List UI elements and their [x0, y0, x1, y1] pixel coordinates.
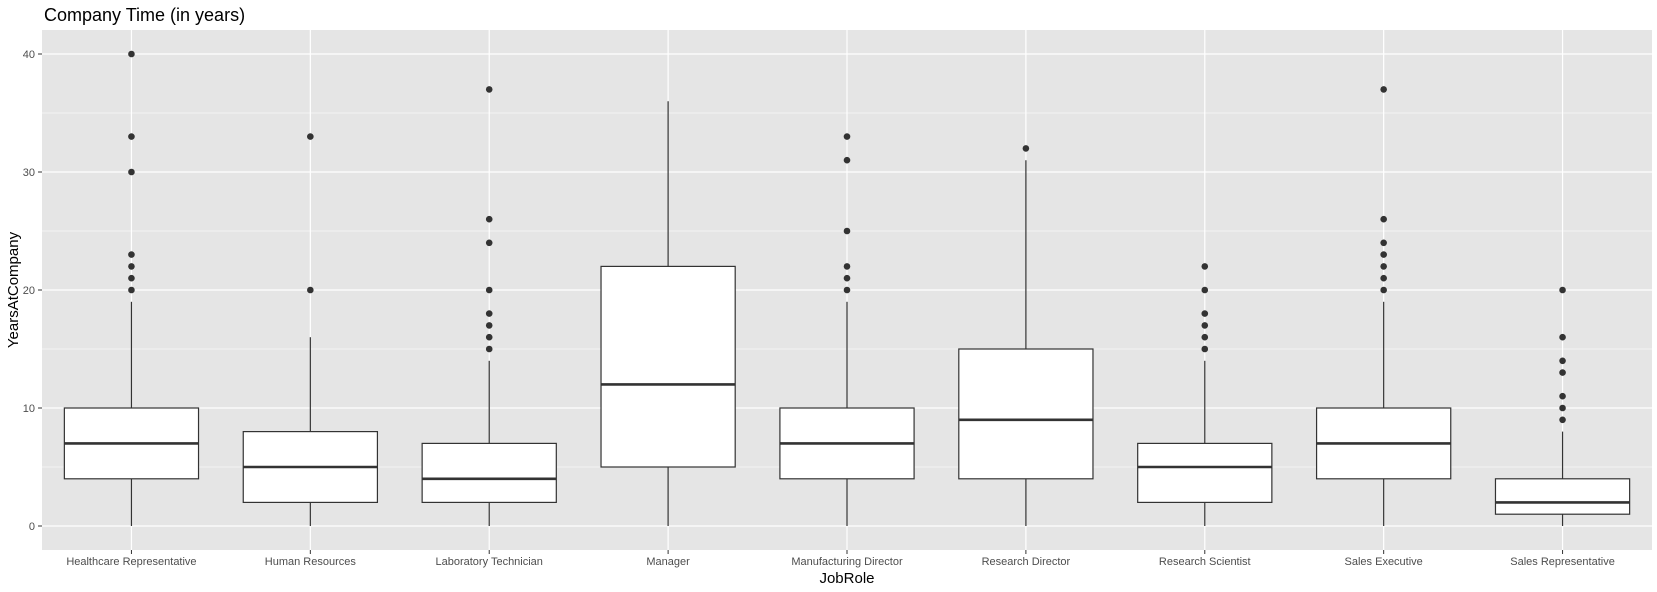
outlier-point: [1559, 404, 1566, 412]
box-5: [779, 133, 915, 526]
iqr-box: [600, 265, 736, 468]
outlier-point: [128, 168, 135, 176]
outlier-point: [1380, 286, 1387, 294]
outlier-point: [1201, 263, 1209, 270]
outlier-point: [485, 310, 493, 317]
outlier-point: [1201, 333, 1209, 341]
outlier-point: [1201, 286, 1209, 294]
outlier-point: [128, 50, 135, 58]
x-tick-label: Sales Executive: [1345, 556, 1423, 568]
x-tick-label: Healthcare Representative: [66, 556, 196, 568]
outlier-point: [128, 133, 135, 140]
box-1: [63, 50, 200, 526]
x-tick-label: Sales Representative: [1510, 556, 1615, 568]
outlier-point: [485, 215, 493, 223]
y-tick-label: 0: [29, 521, 35, 533]
outlier-point: [1380, 215, 1387, 223]
x-tick-label: Manufacturing Director: [791, 556, 903, 568]
box-7: [1137, 263, 1273, 526]
outlier-point: [1559, 333, 1566, 341]
outlier-point: [485, 239, 493, 247]
y-axis: 0 10 20 30 40: [23, 49, 42, 533]
iqr-box: [1137, 442, 1273, 503]
outlier-point: [1559, 286, 1566, 294]
x-tick-label: Manager: [646, 556, 690, 568]
outlier-point: [485, 345, 493, 353]
x-tick-label: Research Director: [982, 556, 1071, 568]
outlier-point: [843, 227, 851, 235]
outlier-point: [843, 274, 851, 282]
y-tick-label: 40: [23, 49, 35, 61]
outlier-point: [843, 263, 851, 270]
outlier-point: [1559, 357, 1566, 365]
box-8: [1315, 86, 1452, 526]
outlier-point: [843, 156, 851, 164]
outlier-point: [1559, 392, 1566, 400]
x-axis-title: JobRole: [819, 570, 874, 587]
outlier-point: [1380, 239, 1387, 247]
x-tick-label: Human Resources: [265, 556, 357, 568]
outlier-point: [485, 322, 493, 329]
outlier-point: [1380, 274, 1387, 282]
outlier-point: [128, 286, 135, 294]
outlier-point: [485, 86, 493, 93]
outlier-point: [128, 274, 135, 282]
outlier-point: [485, 333, 493, 341]
outlier-point: [1201, 322, 1209, 329]
box-layer: [63, 50, 1631, 526]
outlier-point: [307, 133, 314, 140]
outlier-point: [1380, 263, 1387, 270]
outlier-point: [1559, 369, 1566, 376]
outlier-point: [1022, 145, 1030, 152]
box-3: [421, 86, 557, 526]
x-axis: Healthcare Representative Human Resources…: [66, 550, 1615, 568]
outlier-point: [1201, 310, 1209, 317]
iqr-box: [421, 442, 557, 503]
y-tick-label: 20: [23, 285, 35, 297]
outlier-point: [843, 286, 851, 294]
iqr-box: [1494, 478, 1631, 515]
box-2: [242, 133, 379, 526]
box-4: [600, 101, 736, 526]
outlier-point: [1559, 416, 1566, 424]
outlier-point: [1380, 86, 1387, 93]
x-tick-label: Research Scientist: [1159, 556, 1251, 568]
outlier-point: [307, 286, 314, 294]
outlier-point: [1201, 345, 1209, 353]
y-tick-label: 30: [23, 167, 35, 179]
y-tick-label: 10: [23, 403, 35, 415]
outlier-point: [485, 286, 493, 294]
chart-title: Company Time (in years): [44, 5, 245, 25]
box-9: [1494, 286, 1631, 526]
iqr-box: [958, 348, 1094, 480]
outlier-point: [843, 133, 851, 140]
outlier-point: [128, 251, 135, 258]
x-tick-label: Laboratory Technician: [436, 556, 543, 568]
y-axis-title: YearsAtCompany: [5, 231, 22, 348]
outlier-point: [128, 263, 135, 270]
outlier-point: [1380, 251, 1387, 258]
box-6: [958, 145, 1094, 526]
